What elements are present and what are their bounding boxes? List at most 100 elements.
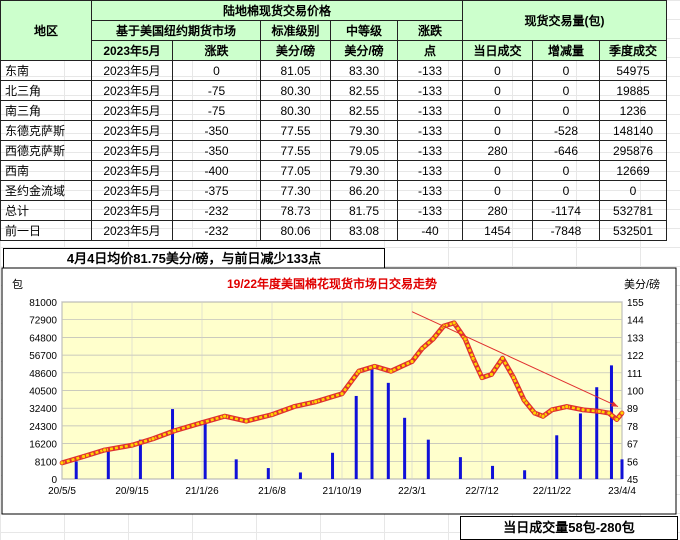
right-tick-label: 122 xyxy=(627,351,644,362)
price-point xyxy=(462,336,468,342)
left-tick-label: 16200 xyxy=(29,440,57,451)
volume-bar xyxy=(458,457,462,479)
table-cell: 0 xyxy=(462,160,533,181)
left-tick-label: 56700 xyxy=(29,351,57,362)
table-cell: -133 xyxy=(397,160,463,181)
table-cell: 2023年5月 xyxy=(91,160,173,181)
table-cell: 西南 xyxy=(0,160,92,181)
table-cell: 77.55 xyxy=(260,120,331,141)
table-row: 南三角 2023年5月 -75 80.30 82.55 -133 0 0 1236 xyxy=(0,100,667,121)
table-cell: -528 xyxy=(532,120,600,141)
table-row: 前一日 2023年5月 -232 80.06 83.08 -40 1454 -7848 5325… xyxy=(0,220,667,241)
price-point xyxy=(430,336,436,342)
right-tick-label: 67 xyxy=(627,440,639,451)
table-cell: 2023年5月 xyxy=(91,80,173,101)
table-cell: 82.55 xyxy=(330,100,398,121)
left-tick-label: 24300 xyxy=(29,422,57,433)
table-cell: 280 xyxy=(462,200,533,221)
table-cell: 0 xyxy=(532,60,600,81)
table-cell: 0 xyxy=(532,180,600,201)
header-volume-change: 增减量 xyxy=(532,40,600,61)
table-cell: 532781 xyxy=(599,200,667,221)
price-point xyxy=(580,407,586,413)
table-cell: 北三角 xyxy=(0,80,92,101)
table-cell: -646 xyxy=(532,140,600,161)
table-cell: -400 xyxy=(172,160,261,181)
volume-bar xyxy=(203,422,207,479)
price-point xyxy=(102,447,108,453)
price-point xyxy=(313,399,319,405)
x-tick-label: 21/1/26 xyxy=(185,486,219,497)
table-row: 总计 2023年5月 -232 78.73 81.75 -133 280 -1174 53278… xyxy=(0,200,667,221)
table-cell: 2023年5月 xyxy=(91,120,173,141)
table-cell: 280 xyxy=(462,140,533,161)
volume-bar xyxy=(171,409,175,479)
table-cell: 东德克萨斯 xyxy=(0,120,92,141)
table-cell: 80.30 xyxy=(260,100,331,121)
price-point xyxy=(222,413,228,419)
chart-title: 19/22年度美国棉花现货市场日交易走势 xyxy=(227,276,437,291)
table-cell: 82.55 xyxy=(330,80,398,101)
price-point xyxy=(243,418,249,424)
left-tick-label: 8100 xyxy=(35,457,58,468)
price-point xyxy=(150,436,156,442)
price-point xyxy=(596,409,602,414)
cotton-spot-chart: 0 8100 16200 24300 32400 40500 48600 56700 64800… xyxy=(1,267,677,515)
table-cell: -350 xyxy=(172,120,261,141)
left-tick-label: 32400 xyxy=(29,404,57,415)
price-point xyxy=(59,460,65,466)
table-cell: 77.30 xyxy=(260,180,331,201)
price-point xyxy=(291,404,297,409)
table-cell: 总计 xyxy=(0,200,92,221)
left-tick-label: 72900 xyxy=(29,316,57,327)
table-cell: -133 xyxy=(397,100,463,121)
table-cell: 81.75 xyxy=(330,200,398,221)
table-cell: 西德克萨斯 xyxy=(0,140,92,161)
right-axis-label: 美分/磅 xyxy=(624,277,660,291)
price-point xyxy=(614,417,620,422)
right-tick-label: 78 xyxy=(627,422,639,433)
table-cell: -1174 xyxy=(532,200,600,221)
table-cell: 2023年5月 xyxy=(91,180,173,201)
header-group-price: 陆地棉现货交易价格 xyxy=(91,0,463,21)
header-points: 点 xyxy=(397,40,463,61)
table-cell: -133 xyxy=(397,140,463,161)
price-point xyxy=(409,359,415,364)
price-point xyxy=(540,413,546,419)
daily-volume-note: 当日成交量58包-280包 xyxy=(460,516,678,540)
table-cell: -350 xyxy=(172,140,261,161)
right-tick-label: 56 xyxy=(627,457,639,468)
table-cell: 0 xyxy=(532,80,600,101)
table-cell: 2023年5月 xyxy=(91,220,173,241)
price-point xyxy=(479,375,485,381)
table-cell: -133 xyxy=(397,120,463,141)
header-month: 2023年5月 xyxy=(91,40,173,61)
price-point xyxy=(356,368,362,374)
header-season-volume: 季度成交 xyxy=(599,40,667,61)
table-cell: 0 xyxy=(532,160,600,181)
table-cell: 前一日 xyxy=(0,220,92,241)
table-cell: -133 xyxy=(397,80,463,101)
price-point xyxy=(489,372,494,377)
table-cell: 80.30 xyxy=(260,80,331,101)
table-row: 东德克萨斯 2023年5月 -350 77.55 79.30 -133 0 -528 14814… xyxy=(0,120,667,141)
left-tick-label: 0 xyxy=(51,475,57,486)
table-cell: 80.06 xyxy=(260,220,331,241)
right-tick-label: 144 xyxy=(627,316,644,327)
price-table: 地区 陆地棉现货交易价格 现货交易量(包) 基于美国纽约期货市场 标准级别 中等… xyxy=(0,0,667,241)
table-cell: 19885 xyxy=(599,80,667,101)
table-cell: 2023年5月 xyxy=(91,100,173,121)
table-cell: 148140 xyxy=(599,120,667,141)
table-cell: 0 xyxy=(532,100,600,121)
volume-bar xyxy=(491,465,495,479)
price-point xyxy=(564,404,570,409)
price-point xyxy=(269,412,275,418)
volume-bar xyxy=(426,439,430,479)
table-cell: 83.30 xyxy=(330,60,398,81)
table-cell: 81.05 xyxy=(260,60,331,81)
price-point xyxy=(172,428,178,434)
right-tick-label: 155 xyxy=(627,298,644,309)
price-point xyxy=(419,346,425,352)
price-point xyxy=(532,410,538,416)
volume-bar xyxy=(609,365,613,479)
